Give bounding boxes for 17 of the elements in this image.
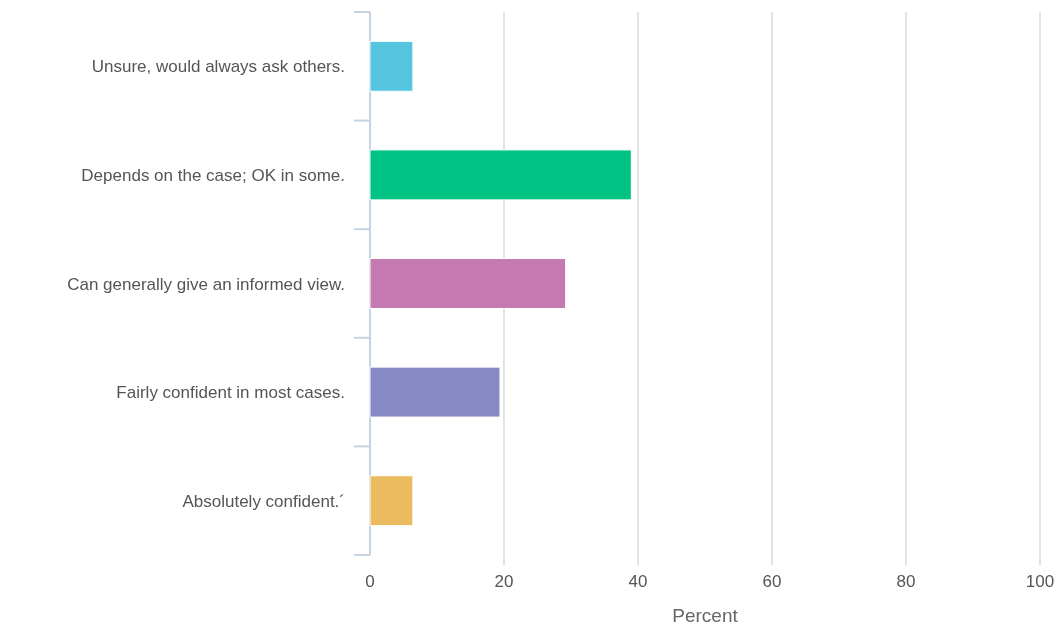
x-tick-label: 80 bbox=[896, 572, 916, 591]
y-tick-label: Fairly confident in most cases. bbox=[116, 383, 345, 403]
x-axis-title: Percent bbox=[672, 605, 739, 626]
y-tick-label: Unsure, would always ask others. bbox=[91, 57, 345, 77]
bar bbox=[369, 40, 414, 92]
x-tick-label: 100 bbox=[1025, 572, 1055, 591]
x-tick-label: 0 bbox=[365, 572, 375, 591]
bar bbox=[369, 366, 501, 418]
bar bbox=[369, 475, 414, 527]
y-tick-label: Can generally give an informed view. bbox=[67, 274, 345, 294]
x-tick-label: 20 bbox=[494, 572, 514, 591]
x-tick-label: 60 bbox=[762, 572, 782, 591]
y-tick-label: Depends on the case; OK in some. bbox=[81, 165, 345, 185]
bar bbox=[369, 149, 632, 201]
y-tick-label: Absolutely confident.´ bbox=[182, 491, 345, 511]
x-tick-label: 40 bbox=[628, 572, 648, 591]
bar bbox=[369, 258, 567, 309]
